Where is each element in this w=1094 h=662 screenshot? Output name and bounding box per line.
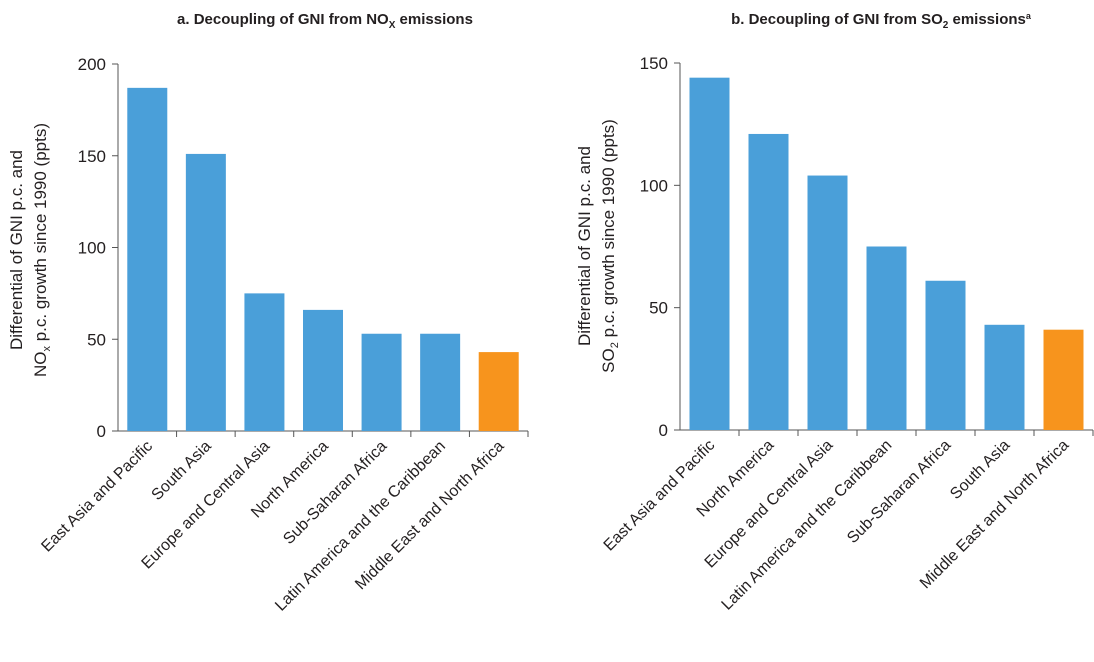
panel-b-category-label: East Asia and Pacific — [601, 437, 719, 555]
panel-a-bar — [478, 352, 519, 431]
panel-a: a. Decoupling of GNI from NOX emissions … — [7, 11, 529, 615]
panel-a-ylabel-line2: NOx p.c. growth since 1990 (ppts) — [31, 123, 53, 377]
panel-a-ylabel: Differential of GNI p.c. and NOx p.c. gr… — [7, 123, 53, 377]
panel-a-bar — [127, 87, 168, 431]
panel-b-y-tick-label: 50 — [649, 299, 668, 318]
panel-b-bar — [748, 133, 789, 430]
panel-a-bar — [185, 153, 226, 432]
panel-a-category-label: Sub-Saharan Africa — [280, 438, 390, 548]
panel-a-ylabel-line1: Differential of GNI p.c. and — [7, 150, 26, 350]
panel-a-bar — [361, 333, 402, 431]
panel-a-bar — [420, 333, 461, 431]
panel-b-y-tick-label: 150 — [640, 54, 668, 73]
panel-b-ylabel-line2: SO2 p.c. growth since 1990 (ppts) — [599, 119, 621, 373]
panel-b-title: b. Decoupling of GNI from SO2 emissionsa — [731, 11, 1032, 31]
panel-b-y-tick-label: 100 — [640, 176, 668, 195]
panel-b-category-label: Sub-Saharan Africa — [844, 437, 954, 547]
panel-b: b. Decoupling of GNI from SO2 emissionsa… — [575, 11, 1094, 614]
panel-b-bar — [807, 175, 848, 430]
panel-a-y-tick-label: 200 — [78, 55, 106, 74]
panel-a-title: a. Decoupling of GNI from NOX emissions — [177, 11, 473, 31]
panel-b-bar — [925, 280, 966, 430]
panel-a-bar — [303, 309, 343, 431]
panel-b-ylabel-line1: Differential of GNI p.c. and — [575, 146, 594, 346]
panel-b-y-tick-label: 0 — [659, 421, 668, 440]
panel-a-y-tick-label: 0 — [97, 422, 106, 441]
panel-a-category-label: East Asia and Pacific — [38, 438, 156, 556]
panel-a-bar — [244, 293, 285, 431]
panel-b-bar — [866, 246, 907, 430]
panel-b-bar — [1043, 329, 1084, 430]
panel-a-y-tick-label: 150 — [78, 147, 106, 166]
panel-a-y-tick-label: 100 — [78, 239, 106, 258]
panel-b-ylabel: Differential of GNI p.c. and SO2 p.c. gr… — [575, 119, 621, 373]
panel-b-bar — [984, 324, 1025, 430]
panel-b-bar — [689, 77, 730, 431]
panel-a-y-tick-label: 50 — [87, 330, 106, 349]
